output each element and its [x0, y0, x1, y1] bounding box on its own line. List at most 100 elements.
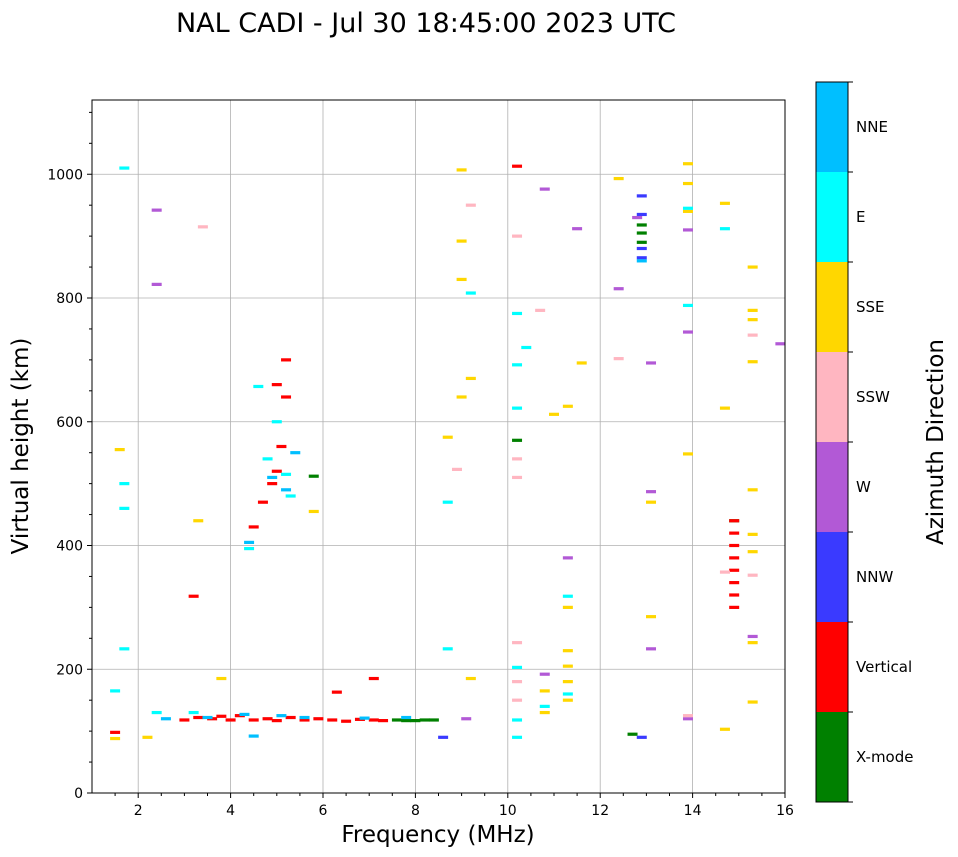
y-tick-label: 0 [74, 786, 83, 802]
echo-point [271, 719, 282, 723]
echo-point [747, 550, 758, 554]
echo-point [281, 488, 292, 492]
colorbar-tick-label: NNW [856, 568, 893, 586]
echo-point [442, 647, 453, 651]
echo-point [562, 605, 573, 609]
echo-point [636, 212, 647, 217]
y-axis-label: Virtual height (km) [8, 338, 34, 555]
echo-point [438, 735, 449, 739]
echo-point [747, 532, 758, 536]
echo-point [262, 457, 273, 461]
echo-point [576, 361, 587, 365]
echo-point [512, 164, 523, 168]
echo-point [719, 727, 730, 731]
echo-point [512, 311, 523, 316]
echo-point [368, 676, 379, 681]
echo-point [378, 719, 389, 723]
echo-point [151, 282, 162, 286]
echo-point [391, 718, 402, 722]
echo-point [636, 735, 647, 739]
echo-point [151, 710, 162, 715]
echo-point [271, 420, 282, 424]
echo-point [512, 641, 523, 645]
x-tick-label: 10 [499, 803, 517, 819]
echo-point [285, 715, 296, 720]
echo-point [613, 357, 624, 361]
echo-point [239, 712, 250, 717]
echo-point [465, 291, 476, 295]
echo-point [244, 546, 255, 551]
echo-point [313, 717, 324, 721]
echo-point [216, 714, 227, 718]
echo-point [456, 277, 467, 282]
echo-point [512, 698, 523, 702]
y-tick-label: 600 [56, 415, 83, 431]
echo-point [451, 467, 462, 471]
echo-point [636, 246, 647, 251]
echo-point [419, 718, 430, 722]
echo-point [539, 689, 550, 693]
echo-point [572, 227, 583, 231]
echo-point [401, 719, 412, 723]
echo-point [267, 475, 278, 480]
echo-point [682, 303, 693, 308]
echo-point [682, 181, 693, 186]
echo-point [119, 482, 130, 486]
echo-point [281, 395, 292, 399]
echo-point [244, 540, 255, 545]
colorbar-segment [816, 82, 848, 172]
echo-point [512, 475, 523, 480]
echo-point [299, 715, 310, 720]
x-tick-label: 14 [684, 803, 702, 819]
colorbar-segment [816, 532, 848, 622]
echo-point [682, 717, 693, 721]
echo-point [682, 206, 693, 210]
echo-point [401, 715, 412, 720]
echo-point [465, 376, 476, 381]
echo-point [276, 714, 287, 718]
echo-point [271, 383, 282, 387]
echo-point [193, 519, 204, 523]
echo-point [110, 689, 121, 693]
echo-point [202, 715, 213, 720]
echo-point [682, 714, 693, 718]
colorbar-tick-label: E [856, 208, 865, 226]
echo-point [119, 506, 130, 510]
x-tick-label: 12 [591, 803, 609, 819]
echo-point [646, 500, 657, 504]
echo-point [359, 716, 370, 720]
echo-point [512, 234, 523, 238]
echo-point [197, 225, 208, 229]
echo-point [110, 730, 121, 734]
colorbar-segment [816, 262, 848, 352]
echo-point [562, 594, 573, 598]
x-axis-ticks: 2 4 6 8 10 12 14 16 [114, 793, 794, 819]
echo-point [512, 457, 523, 461]
echo-point [465, 676, 476, 681]
echo-point [308, 474, 319, 478]
echo-point [562, 680, 573, 684]
echo-point [636, 194, 647, 198]
echo-point [682, 162, 693, 166]
echo-point [456, 395, 467, 399]
echo-point [512, 406, 523, 410]
echo-point [281, 472, 292, 476]
echo-point [775, 342, 786, 346]
echo-point [456, 168, 467, 172]
colorbar-frame [815, 81, 849, 803]
echo-point [442, 500, 453, 504]
echo-point [257, 500, 268, 504]
data-points [110, 162, 786, 741]
echo-point [562, 664, 573, 668]
echo-point [562, 649, 573, 653]
echo-point [512, 438, 523, 442]
colorbar-segment [816, 622, 848, 712]
echo-point [521, 345, 532, 350]
echo-point [262, 717, 273, 721]
echo-point [747, 641, 758, 645]
echo-point [636, 223, 647, 227]
chart-title: NAL CADI - Jul 30 18:45:00 2023 UTC [176, 8, 676, 39]
echo-point [747, 265, 758, 269]
x-tick-label: 8 [411, 803, 420, 819]
